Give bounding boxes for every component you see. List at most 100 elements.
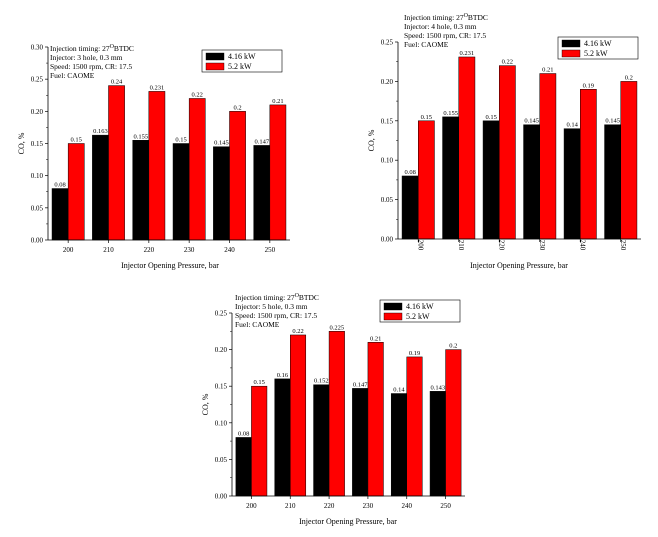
data-label: 0.231 [460, 50, 475, 57]
x-tick-label: 250 [265, 246, 276, 254]
data-label: 0.145 [214, 140, 229, 147]
data-label: 0.2 [449, 343, 457, 350]
legend-swatch-b [561, 49, 581, 58]
annotation-speed: Speed: 1500 rpm, CR: 17.5 [404, 31, 486, 40]
data-label: 0.21 [542, 67, 553, 74]
bar-b-240 [406, 356, 423, 497]
x-axis-title: Injector Opening Pressure, bar [121, 261, 219, 270]
bar-b-250 [620, 81, 638, 240]
bar-a-230 [172, 143, 190, 241]
data-label: 0.225 [330, 324, 345, 331]
bar-b-240 [580, 89, 597, 240]
y-axis-title: CO, % [367, 129, 376, 151]
annotation-injector: Injector: 3 hole, 0.3 mm [50, 53, 123, 62]
y-tick-label: 0.10 [31, 172, 44, 180]
bar-a-240 [213, 146, 230, 241]
y-tick-label: 0.15 [381, 117, 394, 125]
y-tick-label: 0.05 [381, 196, 394, 204]
legend-label-b: 5.2 kW [228, 62, 252, 71]
annotation-fuel: Fuel: CAOME [404, 40, 449, 49]
bar-a-220 [132, 140, 150, 241]
bar-b-240 [229, 111, 246, 241]
x-tick-label: 210 [103, 246, 114, 254]
data-label: 0.14 [566, 122, 578, 129]
bar-a-240 [390, 393, 408, 497]
data-label: 0.143 [431, 384, 446, 391]
y-tick-label: 0.25 [215, 310, 228, 318]
legend-label-b: 5.2 kW [406, 312, 430, 321]
data-label: 0.2 [234, 104, 242, 111]
data-label: 0.15 [421, 114, 432, 121]
y-tick-label: 0.00 [381, 236, 394, 244]
bar-b-220 [499, 65, 516, 240]
bar-a-210 [92, 134, 109, 241]
y-tick-label: 0.05 [215, 456, 228, 464]
legend-swatch-a [383, 302, 403, 311]
data-label: 0.16 [277, 372, 289, 379]
x-tick-label: 220 [144, 246, 155, 254]
annotation-injection-timing: Injection timing: 27OBTDC [50, 44, 134, 53]
bar-a-200 [401, 175, 419, 240]
legend-label-a: 4.16 kW [406, 302, 434, 311]
y-tick-label: 0.15 [31, 140, 44, 148]
x-tick-label: 250 [619, 240, 627, 251]
bar-b-220 [328, 331, 345, 497]
x-axis-title: Injector Opening Pressure, bar [470, 261, 568, 270]
bar-a-210 [274, 378, 291, 497]
data-label: 0.22 [192, 91, 203, 98]
annotation-fuel: Fuel: CAOME [235, 320, 280, 329]
data-label: 0.14 [393, 387, 405, 394]
data-label: 0.155 [133, 133, 148, 140]
bar-a-240 [563, 128, 581, 240]
legend-swatch-a [205, 52, 225, 61]
data-label: 0.15 [253, 379, 264, 386]
data-label: 0.15 [71, 137, 82, 144]
data-label: 0.21 [370, 335, 381, 342]
legend-label-a: 4.16 kW [584, 39, 612, 48]
annotation-speed: Speed: 1500 rpm, CR: 17.5 [50, 62, 132, 71]
x-tick-label: 200 [63, 246, 74, 254]
data-label: 0.145 [524, 118, 539, 125]
legend-swatch-a [561, 39, 581, 48]
data-label: 0.21 [272, 98, 283, 105]
legend-swatch-b [383, 312, 403, 321]
y-tick-label: 0.20 [381, 78, 394, 86]
data-label: 0.147 [254, 138, 269, 145]
y-tick-label: 0.10 [381, 157, 394, 165]
x-tick-label: 240 [224, 246, 235, 254]
y-tick-label: 0.20 [31, 108, 44, 116]
y-axis-title: CO, % [201, 393, 210, 415]
bar-a-230 [523, 124, 540, 240]
legend-label-a: 4.16 kW [228, 52, 256, 61]
bar-a-200 [51, 188, 69, 241]
data-label: 0.155 [443, 110, 458, 117]
data-label: 0.08 [238, 430, 249, 437]
chart-2: 0.080.1550.150.1450.140.1450.150.2310.22… [367, 13, 641, 270]
bar-a-250 [253, 145, 271, 241]
bar-b-230 [188, 98, 206, 241]
y-axis-title: CO, % [17, 132, 26, 154]
bar-a-210 [442, 116, 459, 240]
data-label: 0.22 [292, 328, 303, 335]
x-tick-label: 230 [538, 240, 546, 251]
bar-b-210 [108, 85, 125, 241]
data-label: 0.231 [150, 84, 165, 91]
x-tick-label: 230 [184, 246, 195, 254]
annotation-injector: Injector: 4 hole, 0.3 mm [404, 22, 477, 31]
bar-b-230 [539, 73, 557, 240]
data-label: 0.147 [353, 381, 368, 388]
data-label: 0.15 [175, 137, 186, 144]
data-label: 0.22 [502, 59, 513, 66]
y-tick-label: 0.25 [31, 76, 44, 84]
y-tick-label: 0.00 [215, 493, 228, 501]
bar-a-200 [235, 437, 252, 497]
legend-swatch-b [205, 62, 225, 71]
bar-b-200 [251, 385, 268, 497]
annotation-speed: Speed: 1500 rpm, CR: 17.5 [235, 311, 317, 320]
bar-a-230 [352, 388, 369, 497]
bar-b-200 [67, 143, 85, 241]
bar-b-210 [290, 334, 307, 497]
y-tick-label: 0.15 [215, 383, 228, 391]
y-tick-label: 0.30 [31, 44, 44, 52]
